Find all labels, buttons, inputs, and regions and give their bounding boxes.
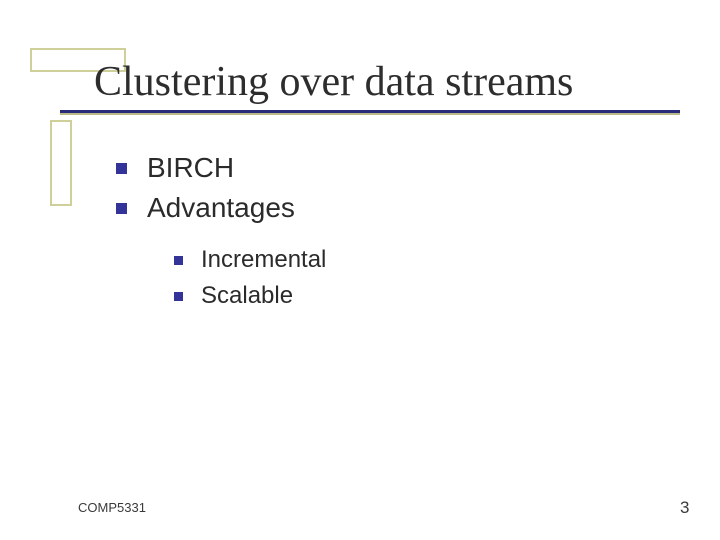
decor-rect-vertical [50,120,72,206]
bullet-l1: BIRCH [116,152,234,184]
bullet-icon [116,163,127,174]
bullet-icon [174,292,183,301]
footer-page-number: 3 [680,498,689,518]
bullet-label: Advantages [147,192,295,224]
bullet-l2: Incremental [174,246,326,274]
slide: Clustering over data streams BIRCH Advan… [0,0,720,540]
bullet-icon [116,203,127,214]
bullet-l2: Scalable [174,282,293,310]
footer-course-code: COMP5331 [78,500,146,515]
bullet-l1: Advantages [116,192,295,224]
bullet-label: Scalable [201,282,293,310]
slide-title: Clustering over data streams [94,58,573,106]
bullet-label: BIRCH [147,152,234,184]
bullet-icon [174,256,183,265]
bullet-label: Incremental [201,246,326,274]
title-underline-shadow [60,113,680,115]
